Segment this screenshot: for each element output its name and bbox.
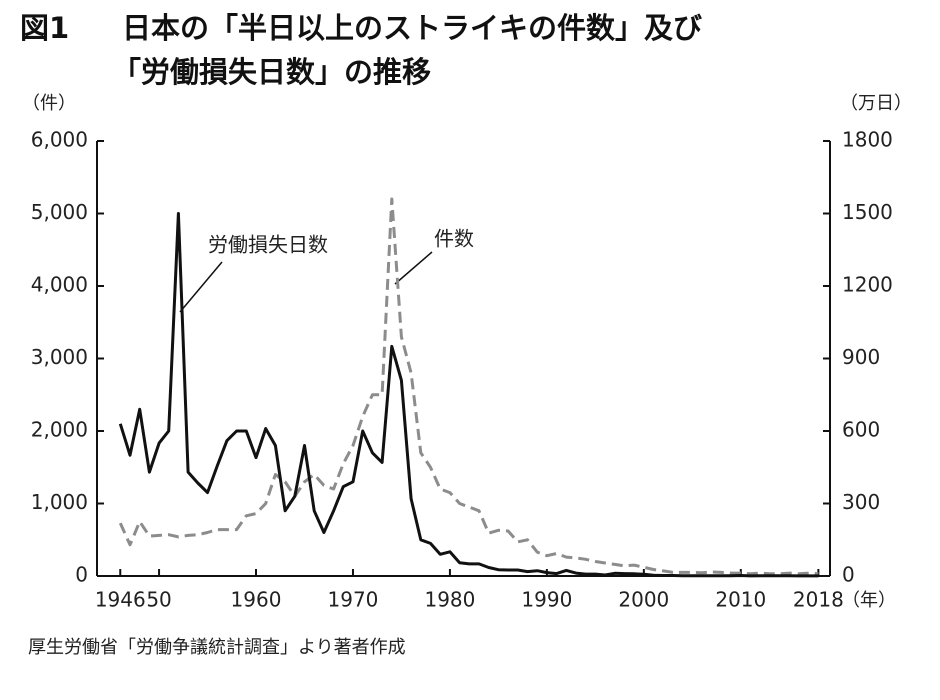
- x-tick-label: 2018: [793, 588, 844, 612]
- y-tick-label: 0: [75, 563, 88, 587]
- figure-label: 図1: [20, 11, 69, 45]
- y-tick-label: 6,000: [31, 128, 88, 152]
- x-tick-label: 50: [146, 588, 171, 612]
- y2-tick-label: 0: [842, 563, 855, 587]
- x-axis-unit: （年）: [842, 590, 896, 611]
- y-tick-label: 5,000: [31, 200, 88, 224]
- y-tick-label: 2,000: [31, 418, 88, 442]
- leader-line: [179, 261, 223, 313]
- y2-tick-label: 300: [842, 490, 880, 514]
- x-tick-label: 1980: [424, 588, 475, 612]
- chart-title: 日本の「半日以上のストライキの件数」及び: [122, 11, 702, 45]
- x-tick-label: 2000: [618, 588, 669, 612]
- y-axis-unit: （件）: [22, 93, 76, 114]
- y2-tick-label: 900: [842, 345, 880, 369]
- y2-tick-label: 600: [842, 418, 880, 442]
- x-tick-label: 1946: [95, 588, 146, 612]
- x-tick-label: 1960: [231, 588, 282, 612]
- y2-axis-unit: （万日）: [840, 93, 912, 114]
- series-line: [118, 212, 819, 578]
- source: 厚生労働省「労働争議統計調査」より著者作成: [28, 637, 406, 658]
- x-tick-label: 1970: [328, 588, 379, 612]
- leader-line: [394, 251, 433, 285]
- annotation: 件数: [434, 227, 474, 251]
- x-tick-label: 2010: [715, 588, 766, 612]
- y2-tick-label: 1500: [842, 200, 893, 224]
- annotation: 労働損失日数: [208, 233, 328, 257]
- y-tick-label: 3,000: [31, 345, 88, 369]
- y-tick-label: 4,000: [31, 273, 88, 297]
- chart-title: 「労働損失日数」の推移: [112, 55, 431, 89]
- y-tick-label: 1,000: [31, 490, 88, 514]
- y2-tick-label: 1200: [842, 273, 893, 297]
- y2-tick-label: 1800: [842, 128, 893, 152]
- series-line: [118, 197, 819, 576]
- x-tick-label: 1990: [521, 588, 572, 612]
